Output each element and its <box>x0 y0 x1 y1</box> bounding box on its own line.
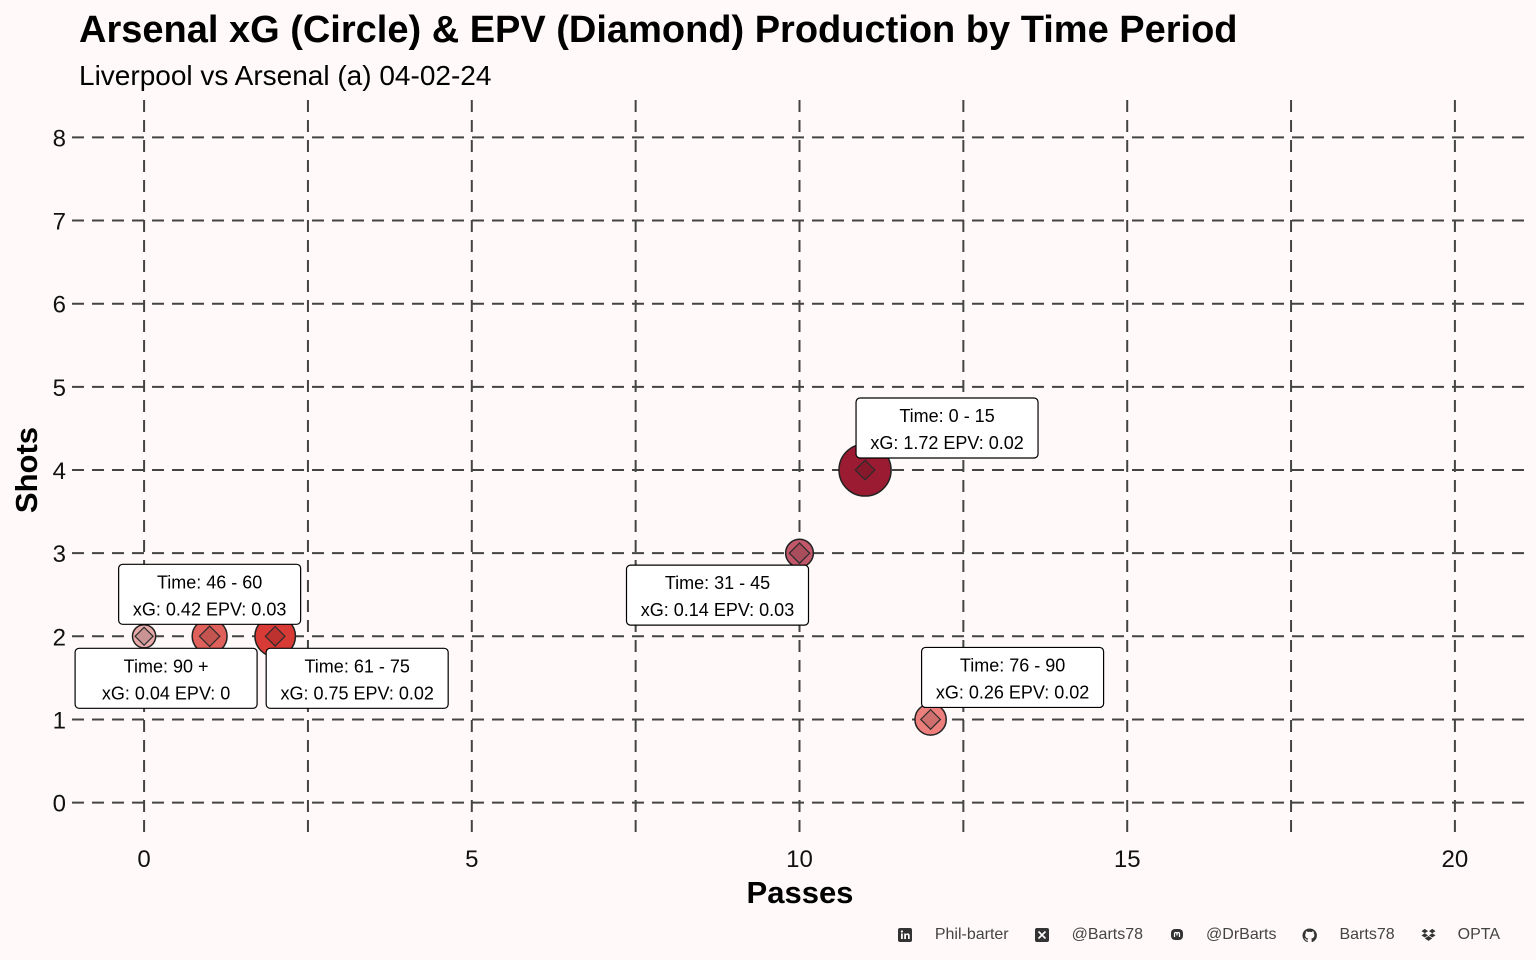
annotation-box <box>920 646 1105 709</box>
footer-item-dropbox[interactable]: OPTA <box>1421 926 1500 944</box>
axis-ticks: 0 1 2 3 4 5 6 7 8 0 5 10 15 20 <box>53 125 1469 873</box>
epv-diamond <box>134 626 154 647</box>
annotation-time-text: Time: 90 + <box>124 656 209 676</box>
x-tick-label: 0 <box>137 846 150 873</box>
y-tick-label: 0 <box>53 791 66 818</box>
annotation-time-text: Time: 61 - 75 <box>304 656 409 676</box>
annotation-values-text: xG: 1.72 EPV: 0.02 <box>870 433 1023 453</box>
footer-item-github[interactable]: Barts78 <box>1302 926 1395 944</box>
dropbox-icon <box>1421 928 1436 943</box>
footer-credits: Phil-barter @Barts78 @DrBarts Barts78 OP… <box>872 922 1500 948</box>
footer-item-x[interactable]: @Barts78 <box>1035 926 1143 944</box>
y-tick-label: 2 <box>53 624 66 651</box>
annotation-time-text: Time: 0 - 15 <box>899 406 994 426</box>
annotation-box <box>855 397 1039 459</box>
grid <box>72 100 1527 840</box>
annotation-box <box>265 647 449 709</box>
annotation-values-text: xG: 0.75 EPV: 0.02 <box>280 683 433 703</box>
epv-diamond <box>919 708 942 731</box>
epv-diamond <box>788 542 811 565</box>
annotation-time-text: Time: 31 - 45 <box>665 573 770 593</box>
y-tick-label: 4 <box>53 458 66 485</box>
annotation-values-text: xG: 0.04 EPV: 0 <box>102 683 230 703</box>
chart-title: Arsenal xG (Circle) & EPV (Diamond) Prod… <box>79 9 1238 51</box>
annotation-label: Time: 61 - 75 xG: 0.75 EPV: 0.02 <box>265 647 449 709</box>
chart-subtitle: Liverpool vs Arsenal (a) 04-02-24 <box>79 60 491 91</box>
x-tick-label: 10 <box>786 846 813 873</box>
footer-item-mastodon[interactable]: @DrBarts <box>1169 926 1276 944</box>
y-tick-label: 1 <box>53 707 66 734</box>
annotation-values-text: xG: 0.14 EPV: 0.03 <box>641 600 794 620</box>
footer-item-linkedin[interactable]: Phil-barter <box>898 926 1009 944</box>
footer-label-linkedin: Phil-barter <box>934 926 1009 943</box>
y-tick-label: 8 <box>53 125 66 152</box>
annotation-box <box>625 564 810 626</box>
y-tick-label: 5 <box>53 375 66 402</box>
annotation-label: Time: 90 + xG: 0.04 EPV: 0 <box>74 647 258 709</box>
annotation-values-text: xG: 0.26 EPV: 0.02 <box>936 682 1089 702</box>
annotations: Time: 0 - 15 xG: 1.72 EPV: 0.02 Time: 31 -… <box>74 397 1105 709</box>
footer-label-x: @Barts78 <box>1071 926 1144 943</box>
x-twitter-icon <box>1035 928 1050 943</box>
github-icon <box>1302 927 1318 943</box>
epv-diamond <box>854 459 876 481</box>
annotation-time-text: Time: 76 - 90 <box>960 655 1065 675</box>
footer-label-github: Barts78 <box>1339 926 1395 943</box>
annotation-label: Time: 76 - 90 xG: 0.26 EPV: 0.02 <box>920 646 1105 709</box>
y-tick-label: 6 <box>53 292 66 319</box>
y-tick-label: 3 <box>53 541 66 568</box>
epv-diamond <box>264 625 286 647</box>
y-axis-title: Shots <box>9 427 44 513</box>
x-tick-label: 5 <box>465 846 478 873</box>
x-tick-label: 20 <box>1442 846 1469 873</box>
annotation-values-text: xG: 0.42 EPV: 0.03 <box>133 599 286 619</box>
x-axis-title: Passes <box>747 875 854 910</box>
annotation-label: Time: 0 - 15 xG: 1.72 EPV: 0.02 <box>855 397 1039 459</box>
annotation-label: Time: 46 - 60 xG: 0.42 EPV: 0.03 <box>118 563 302 625</box>
annotation-box <box>118 563 302 625</box>
mastodon-icon <box>1169 928 1184 943</box>
linkedin-icon <box>898 928 913 943</box>
annotation-time-text: Time: 46 - 60 <box>157 572 262 592</box>
annotation-label: Time: 31 - 45 xG: 0.14 EPV: 0.03 <box>625 564 810 626</box>
footer-label-mastodon: @DrBarts <box>1206 926 1277 943</box>
epv-diamond <box>198 625 221 648</box>
x-tick-label: 15 <box>1114 846 1141 873</box>
y-tick-label: 7 <box>53 209 66 236</box>
annotation-box <box>74 647 258 709</box>
footer-label-dropbox: OPTA <box>1457 926 1500 943</box>
